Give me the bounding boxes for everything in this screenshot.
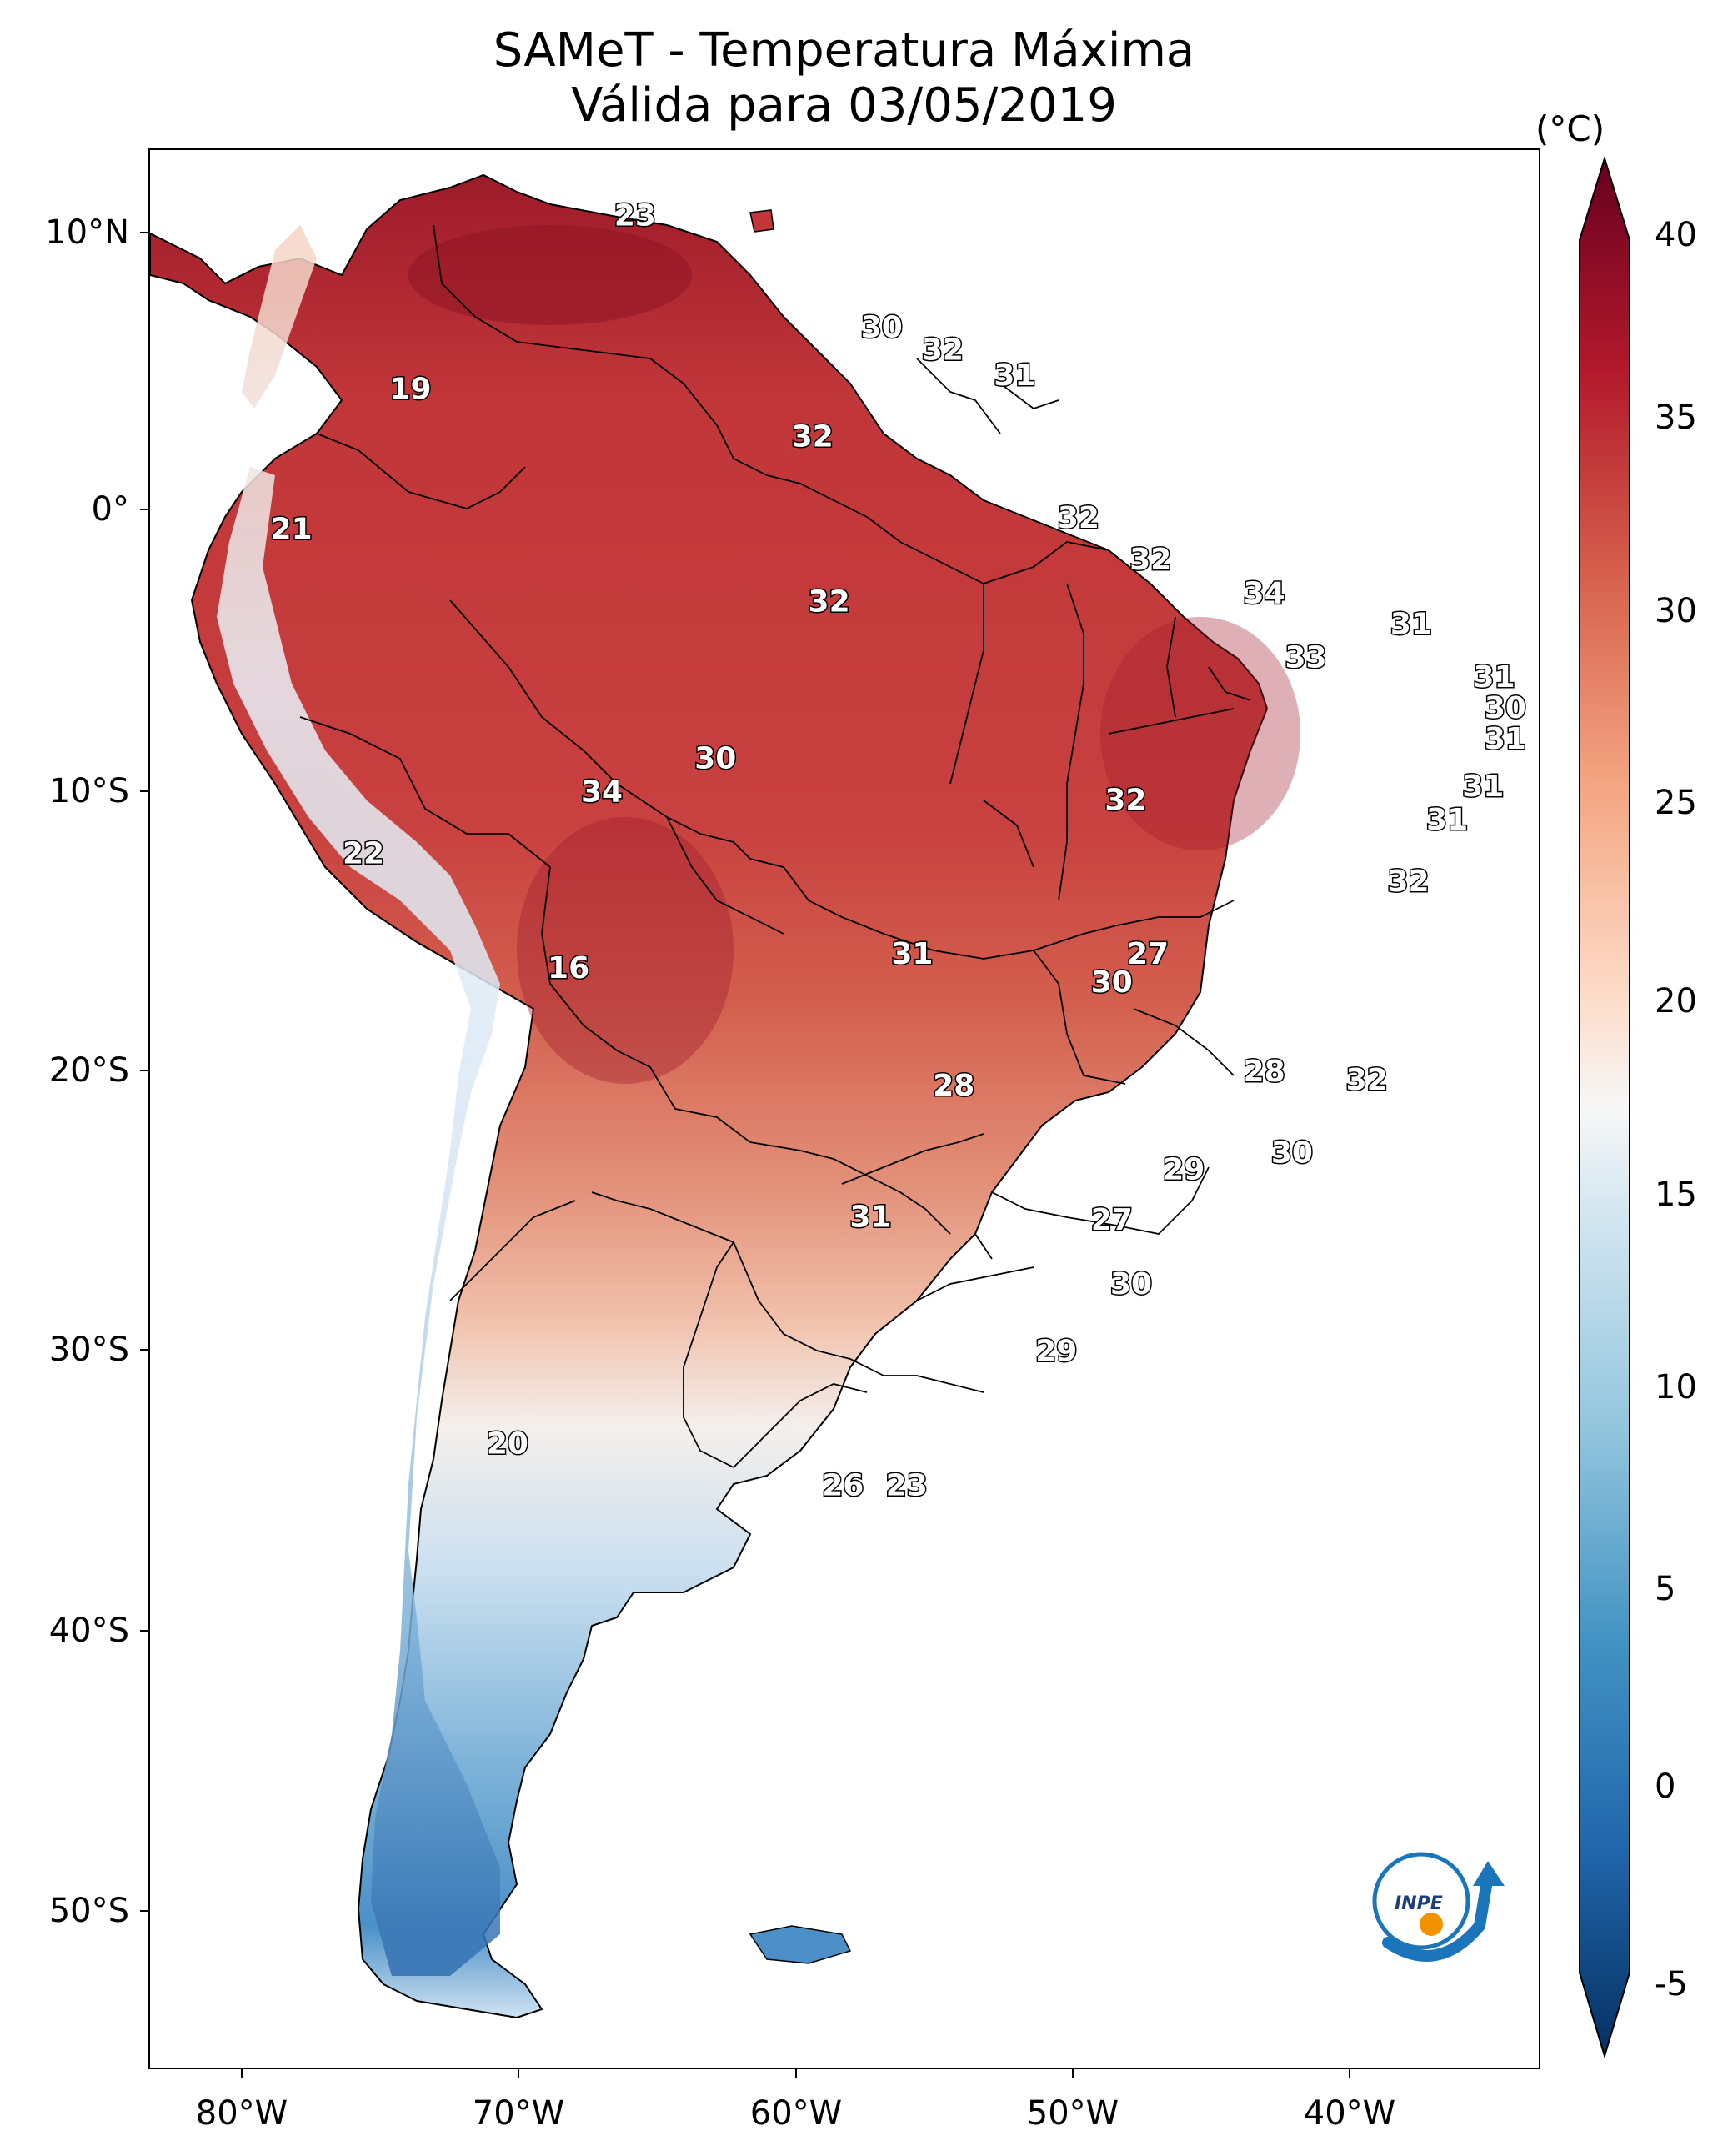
contour-label-0: 23 xyxy=(614,199,656,233)
contour-label-29: 28 xyxy=(933,1069,974,1103)
colorbar-tick-20: 20 xyxy=(1655,982,1697,1020)
lat-tick-40s xyxy=(140,1630,148,1632)
contour-label-23: 31 xyxy=(891,937,933,971)
lat-tick-10s xyxy=(140,790,148,792)
lon-label-40w: 40°W xyxy=(1303,2094,1396,2133)
contour-label-11: 31 xyxy=(1390,607,1432,641)
contour-label-4: 19 xyxy=(389,373,431,407)
caribbean-islands xyxy=(749,209,774,233)
lat-label-30s: 30°S xyxy=(48,1331,129,1369)
lat-label-50s: 50°S xyxy=(48,1892,129,1930)
country-borders xyxy=(299,224,1251,1468)
colorbar-tick-10: 10 xyxy=(1655,1368,1697,1406)
colorbar-body xyxy=(1579,157,1630,2058)
contour-label-19: 32 xyxy=(1104,784,1146,818)
contour-label-35: 29 xyxy=(1035,1335,1077,1369)
map-plot-area: 23 30 32 31 19 32 32 21 32 34 32 31 33 31 30 31 30 31 34 32… xyxy=(148,148,1540,2069)
contour-label-5: 32 xyxy=(792,420,834,454)
colorbar-tick-40: 40 xyxy=(1655,216,1697,254)
contour-label-24: 27 xyxy=(1127,937,1169,971)
contour-label-32: 31 xyxy=(849,1201,891,1235)
colorbar-tick-35: 35 xyxy=(1655,399,1697,437)
contour-label-16: 30 xyxy=(694,741,736,775)
contour-label-13: 31 xyxy=(1474,660,1515,694)
contour-label-17: 31 xyxy=(1462,770,1504,804)
colorbar xyxy=(1579,157,1630,2058)
contour-label-37: 26 xyxy=(822,1469,864,1503)
inpe-logo: INPE xyxy=(1372,1852,1505,1962)
contour-label-12: 33 xyxy=(1285,641,1326,675)
map-title: SAMeT - Temperatura Máxima Válida para 0… xyxy=(150,23,1538,133)
contour-label-10: 32 xyxy=(809,585,850,619)
hot-area-venezuela xyxy=(408,225,692,325)
contour-label-14: 30 xyxy=(1485,691,1526,725)
contour-label-38: 23 xyxy=(886,1469,928,1503)
lon-label-50w: 50°W xyxy=(1026,2094,1119,2133)
hot-area-bolivia xyxy=(517,817,734,1084)
lat-tick-50s xyxy=(140,1910,148,1912)
contour-label-15: 31 xyxy=(1485,722,1526,756)
lat-tick-10n xyxy=(140,232,148,233)
lon-label-60w: 60°W xyxy=(749,2094,843,2133)
title-line-1: SAMeT - Temperatura Máxima xyxy=(493,23,1195,78)
lon-label-80w: 80°W xyxy=(195,2094,288,2133)
contour-label-36: 20 xyxy=(487,1426,528,1461)
falkland-islands xyxy=(749,1925,852,1964)
colorbar-tick-25: 25 xyxy=(1655,784,1697,822)
lon-tick-40w xyxy=(1349,2069,1350,2078)
contour-label-30: 30 xyxy=(1271,1136,1313,1170)
contour-label-7: 21 xyxy=(271,512,313,546)
lat-label-10s: 10°S xyxy=(48,772,129,810)
inpe-logo-text: INPE xyxy=(1395,1893,1443,1914)
colorbar-tick-0: 0 xyxy=(1655,1767,1676,1806)
contour-label-25: 16 xyxy=(548,951,589,985)
colorbar-unit: (°C) xyxy=(1535,108,1605,149)
colorbar-tick-15: 15 xyxy=(1655,1176,1697,1214)
lon-tick-50w xyxy=(1072,2069,1074,2078)
lon-label-70w: 70°W xyxy=(472,2094,565,2133)
lon-tick-60w xyxy=(795,2069,797,2078)
contour-label-8: 32 xyxy=(1129,543,1171,577)
contour-label-2: 32 xyxy=(922,333,964,368)
lon-tick-70w xyxy=(518,2069,519,2078)
contour-label-26: 30 xyxy=(1091,965,1133,1000)
hot-area-northeast xyxy=(1100,617,1300,850)
lat-tick-20s xyxy=(140,1070,148,1071)
lat-label-10n: 10°N xyxy=(45,213,129,252)
colorbar-tick-5: 5 xyxy=(1655,1570,1676,1608)
contour-label-1: 30 xyxy=(861,311,903,345)
contour-label-3: 31 xyxy=(994,358,1035,393)
contour-label-27: 28 xyxy=(1244,1055,1285,1089)
lat-tick-0 xyxy=(140,509,148,510)
contour-label-6: 32 xyxy=(1058,501,1099,535)
lat-label-20s: 20°S xyxy=(48,1051,129,1090)
contour-label-20: 31 xyxy=(1426,803,1468,837)
lat-label-0: 0° xyxy=(91,490,129,529)
andes-highlands xyxy=(217,225,500,1976)
south-america-landmass xyxy=(150,173,1269,2019)
contour-label-9: 34 xyxy=(1244,576,1285,610)
contour-label-22: 32 xyxy=(1387,865,1429,899)
contour-label-28: 32 xyxy=(1346,1063,1388,1097)
lon-tick-80w xyxy=(241,2069,243,2078)
contour-label-34: 30 xyxy=(1110,1267,1152,1301)
colorbar-tick-30: 30 xyxy=(1655,592,1697,630)
colorbar-tick-minus5: -5 xyxy=(1655,1965,1688,2003)
contour-label-33: 27 xyxy=(1091,1203,1133,1237)
contour-label-21: 22 xyxy=(343,837,384,871)
title-line-2: Válida para 03/05/2019 xyxy=(571,78,1117,133)
lat-label-40s: 40°S xyxy=(48,1612,129,1650)
contour-label-31: 29 xyxy=(1163,1153,1205,1187)
contour-label-18: 34 xyxy=(581,775,623,810)
lat-tick-30s xyxy=(140,1349,148,1351)
